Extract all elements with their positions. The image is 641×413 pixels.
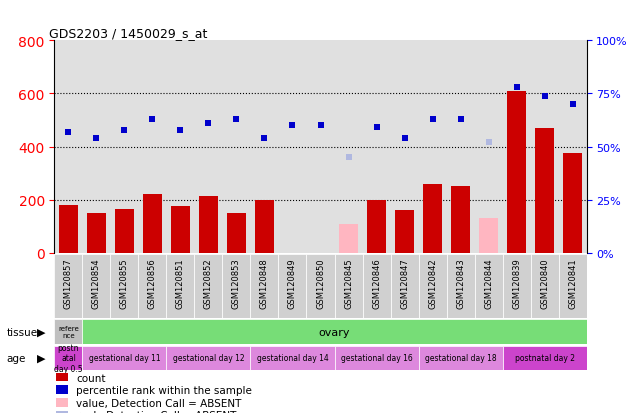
Bar (424, 184, 442, 253)
Text: GSM120841: GSM120841 (568, 258, 577, 308)
Bar (83, 346, 167, 370)
Bar (144, 195, 162, 253)
Bar (255, 200, 274, 253)
Bar (508, 92, 526, 253)
Text: GSM120849: GSM120849 (288, 258, 297, 308)
Bar (479, 219, 497, 253)
Text: GSM120840: GSM120840 (540, 258, 549, 308)
Bar (563, 154, 581, 253)
Bar (339, 224, 358, 253)
Bar (194, 254, 222, 318)
Bar (54, 254, 83, 318)
Bar (222, 254, 251, 318)
Text: tissue: tissue (6, 327, 38, 337)
Bar (110, 254, 138, 318)
Text: GSM120845: GSM120845 (344, 258, 353, 308)
Legend: count, percentile rank within the sample, value, Detection Call = ABSENT, rank, : count, percentile rank within the sample… (54, 372, 253, 413)
Bar (390, 254, 419, 318)
Bar (503, 346, 587, 370)
Text: GSM120850: GSM120850 (316, 258, 325, 308)
Bar (199, 196, 217, 253)
Text: gestational day 14: gestational day 14 (256, 354, 328, 363)
Text: gestational day 16: gestational day 16 (340, 354, 412, 363)
Text: ▶: ▶ (37, 327, 45, 337)
Text: GSM120852: GSM120852 (204, 258, 213, 308)
Bar (335, 346, 419, 370)
Text: GSM120846: GSM120846 (372, 258, 381, 308)
Text: GSM120839: GSM120839 (512, 258, 521, 308)
Bar (167, 346, 251, 370)
Bar (83, 254, 110, 318)
Bar (335, 254, 363, 318)
Bar (363, 254, 390, 318)
Bar (251, 254, 278, 318)
Text: GSM120847: GSM120847 (400, 258, 409, 308)
Text: postnatal day 2: postnatal day 2 (515, 354, 574, 363)
Bar (451, 187, 470, 253)
Text: GSM120848: GSM120848 (260, 258, 269, 308)
Bar (503, 254, 531, 318)
Text: GSM120844: GSM120844 (484, 258, 493, 308)
Bar (54, 320, 83, 344)
Bar (535, 129, 554, 253)
Text: postn
atal
day 0.5: postn atal day 0.5 (54, 343, 83, 373)
Bar (278, 254, 306, 318)
Text: ovary: ovary (319, 327, 350, 337)
Bar (54, 346, 83, 370)
Text: gestational day 11: gestational day 11 (88, 354, 160, 363)
Bar (447, 254, 474, 318)
Text: GSM120853: GSM120853 (232, 258, 241, 308)
Text: GSM120843: GSM120843 (456, 258, 465, 308)
Bar (474, 254, 503, 318)
Bar (87, 214, 106, 253)
Bar (138, 254, 167, 318)
Bar (558, 254, 587, 318)
Bar (60, 206, 78, 253)
Bar (171, 207, 190, 253)
Text: GSM120842: GSM120842 (428, 258, 437, 308)
Bar (367, 200, 386, 253)
Text: gestational day 12: gestational day 12 (172, 354, 244, 363)
Text: GSM120854: GSM120854 (92, 258, 101, 308)
Bar (306, 254, 335, 318)
Bar (395, 211, 413, 253)
Bar (419, 254, 447, 318)
Text: age: age (6, 353, 26, 363)
Bar (115, 209, 133, 253)
Text: GSM120851: GSM120851 (176, 258, 185, 308)
Text: gestational day 18: gestational day 18 (425, 354, 496, 363)
Bar (251, 346, 335, 370)
Bar (167, 254, 194, 318)
Bar (531, 254, 558, 318)
Bar (228, 214, 246, 253)
Text: ▶: ▶ (37, 353, 45, 363)
Text: GSM120856: GSM120856 (148, 258, 157, 308)
Text: GSM120857: GSM120857 (64, 258, 73, 308)
Text: refere
nce: refere nce (58, 325, 79, 339)
Bar (419, 346, 503, 370)
Text: GDS2203 / 1450029_s_at: GDS2203 / 1450029_s_at (49, 27, 208, 40)
Text: GSM120855: GSM120855 (120, 258, 129, 308)
